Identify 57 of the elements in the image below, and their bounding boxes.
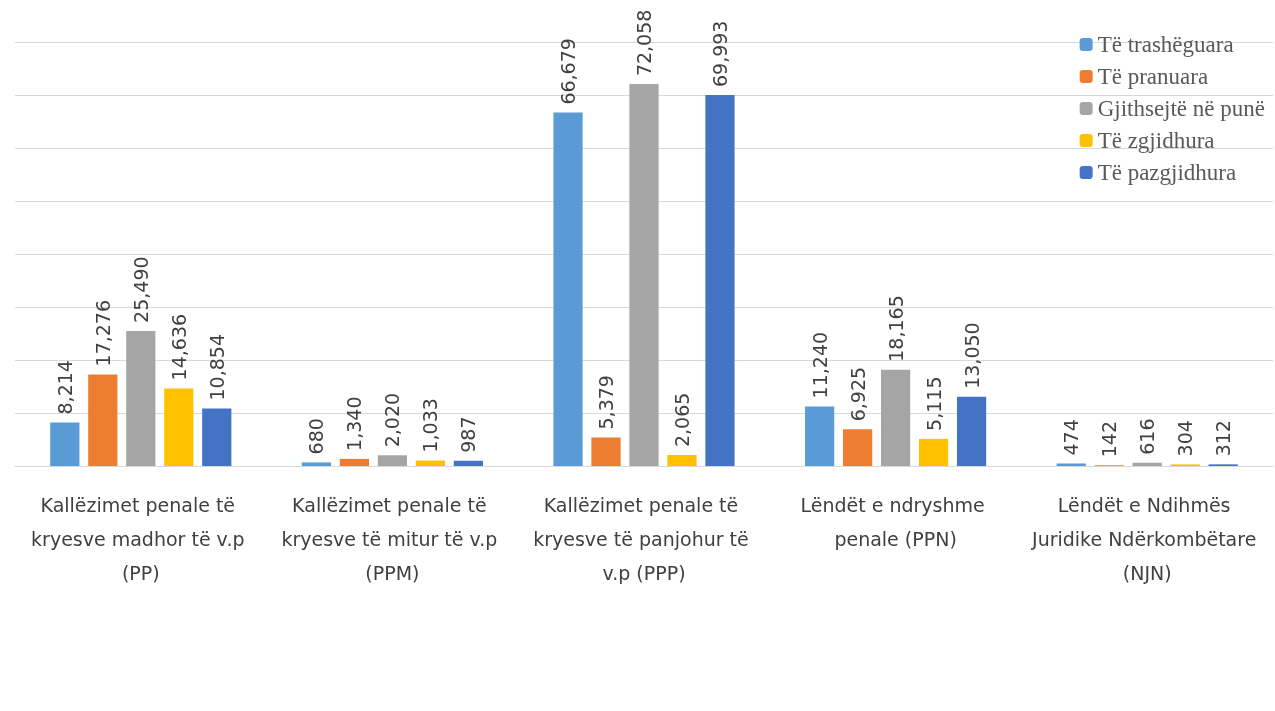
x-tick-label: Kallëzimet penale të kryesve madhor të v.p (PP) (31, 494, 251, 584)
data-label: 5,115 (922, 376, 945, 431)
bar (88, 374, 118, 466)
bar (453, 460, 483, 466)
bar (301, 462, 332, 466)
bar (956, 396, 987, 466)
bar (1132, 462, 1162, 466)
data-label: 14,636 (167, 313, 190, 381)
bar (591, 437, 621, 466)
data-label: 10,854 (205, 333, 228, 401)
data-label: 5,379 (595, 375, 618, 430)
data-label: 1,033 (419, 398, 442, 453)
data-label: 69,993 (708, 20, 731, 88)
x-tick-label: Lëndët e Ndihmës Juridike Ndërkombëtare (NJN) (1031, 494, 1263, 584)
data-label: 11,240 (808, 331, 831, 399)
data-label: 2,065 (670, 392, 693, 448)
data-label: 2,020 (381, 392, 404, 448)
data-label: 142 (1098, 420, 1121, 458)
data-label: 987 (457, 416, 480, 453)
bar (126, 330, 156, 466)
bar (1056, 463, 1086, 466)
data-label: 8,214 (53, 360, 76, 415)
bar (50, 422, 80, 466)
legend-label: Gjithsejtë në punë (1097, 96, 1266, 121)
data-label: 66,679 (557, 38, 580, 105)
bar (667, 455, 697, 466)
legend-label: Të pranuara (1097, 64, 1209, 89)
data-label: 680 (305, 418, 328, 455)
bar (629, 84, 659, 466)
data-label: 25,490 (129, 256, 152, 323)
bar (553, 112, 583, 466)
data-label: 474 (1060, 419, 1083, 456)
data-label: 312 (1212, 420, 1235, 457)
legend-label: Të trashëguara (1097, 32, 1234, 57)
data-label: 18,165 (884, 295, 907, 362)
legend-label: Të zgjidhura (1097, 128, 1215, 153)
x-tick-label: Kallëzimet penale të kryesve të panjohur të v.p (PPP) (533, 494, 755, 584)
data-label: 304 (1174, 420, 1197, 457)
bar (415, 460, 445, 466)
x-tick-label: Lëndët e ndryshme penale (PPN) (800, 494, 991, 550)
bar (164, 388, 194, 466)
data-label: 17,276 (91, 299, 114, 367)
legend-label: Të pazgjidhura (1097, 160, 1237, 185)
bar (880, 369, 911, 466)
bar (843, 429, 873, 466)
bar (339, 458, 370, 466)
data-label: 1,340 (343, 396, 366, 451)
data-label: 6,925 (846, 366, 869, 422)
bar (705, 95, 735, 466)
data-label: 13,050 (960, 322, 983, 389)
bar (202, 408, 232, 466)
data-label: 72,058 (633, 9, 655, 77)
x-tick-label: Kallëzimet penale të kryesve të mitur të v.p (PPM) (281, 494, 504, 584)
bar (377, 455, 408, 466)
bar (805, 406, 835, 466)
bar (918, 438, 949, 466)
data-label: 616 (1136, 418, 1159, 455)
